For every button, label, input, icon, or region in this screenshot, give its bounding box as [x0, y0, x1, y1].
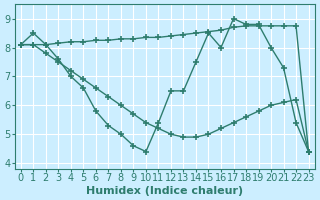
X-axis label: Humidex (Indice chaleur): Humidex (Indice chaleur)	[86, 186, 243, 196]
